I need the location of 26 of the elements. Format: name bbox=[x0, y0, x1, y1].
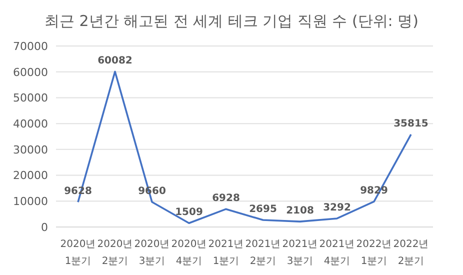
y-tick-label: 50000 bbox=[13, 92, 48, 105]
x-tick-label: 2020년 4분기 bbox=[171, 239, 207, 267]
data-label: 1509 bbox=[175, 207, 203, 218]
data-label: 2108 bbox=[286, 206, 314, 217]
x-tick-label: 2020년 1분기 bbox=[60, 239, 96, 267]
y-tick-label: 40000 bbox=[13, 117, 48, 130]
data-label: 6928 bbox=[212, 193, 240, 204]
x-tick-label: 2022년 1분기 bbox=[356, 239, 392, 267]
y-tick-label: 60000 bbox=[13, 66, 48, 79]
y-tick-label: 20000 bbox=[13, 169, 48, 182]
y-tick-label: 10000 bbox=[13, 195, 48, 208]
data-label: 35815 bbox=[394, 118, 428, 130]
y-tick-label: 0 bbox=[41, 220, 48, 234]
x-tick-label: 2021년 1분기 bbox=[208, 239, 244, 267]
y-tick-label: 70000 bbox=[13, 40, 48, 53]
x-tick-label: 2021년 3분기 bbox=[282, 239, 318, 267]
chart-title: 최근 2년간 해고된 전 세계 테크 기업 직원 수 (단위: 명) bbox=[44, 11, 420, 32]
data-label: 60082 bbox=[98, 56, 132, 67]
x-tick-label: 2020년 3분기 bbox=[134, 239, 170, 267]
x-tick-label: 2020년 2분기 bbox=[97, 239, 133, 267]
data-label: 3292 bbox=[323, 202, 351, 214]
data-label: 2695 bbox=[249, 204, 277, 216]
x-tick-label: 2022년 2분기 bbox=[393, 239, 429, 267]
x-tick-label: 2021년 4분기 bbox=[319, 239, 355, 267]
y-tick-label: 30000 bbox=[13, 143, 48, 156]
x-tick-label: 2021년 2분기 bbox=[245, 239, 281, 267]
